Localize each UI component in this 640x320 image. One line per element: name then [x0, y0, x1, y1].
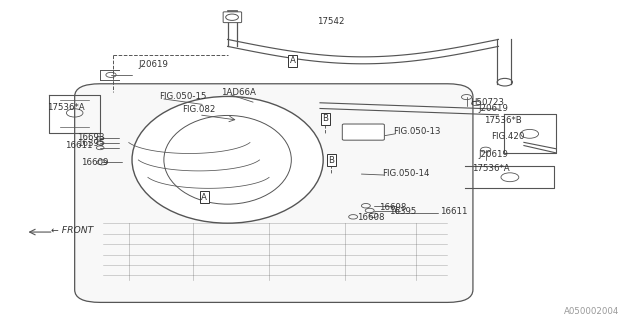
- Text: FIG.082: FIG.082: [182, 105, 215, 114]
- Text: J20619: J20619: [478, 104, 508, 113]
- Text: 17536*A: 17536*A: [472, 164, 509, 173]
- Text: 16611: 16611: [440, 207, 467, 216]
- Text: A: A: [290, 56, 296, 66]
- FancyBboxPatch shape: [342, 124, 385, 140]
- Text: J20619: J20619: [138, 60, 168, 68]
- Text: ← FRONT: ← FRONT: [51, 226, 93, 235]
- Text: 16608: 16608: [357, 213, 385, 222]
- Text: 16698: 16698: [379, 203, 406, 212]
- Text: 16698: 16698: [77, 133, 104, 142]
- Text: A: A: [201, 193, 207, 202]
- Text: 17542: 17542: [317, 17, 344, 26]
- Text: B: B: [322, 114, 328, 123]
- Text: J20619: J20619: [478, 150, 508, 159]
- Text: 17536*B: 17536*B: [484, 116, 522, 125]
- Text: 16395: 16395: [77, 139, 104, 148]
- Text: FIG.420: FIG.420: [491, 132, 524, 141]
- Text: H50723: H50723: [470, 98, 504, 107]
- Text: FIG.050-15: FIG.050-15: [159, 92, 207, 101]
- Text: 16611: 16611: [65, 141, 93, 150]
- Text: FIG.050-13: FIG.050-13: [394, 127, 441, 136]
- Text: 16395: 16395: [389, 207, 416, 216]
- FancyBboxPatch shape: [75, 84, 473, 302]
- Text: A050002004: A050002004: [564, 307, 620, 316]
- Text: B: B: [328, 156, 335, 165]
- FancyBboxPatch shape: [223, 12, 242, 23]
- Text: 17536*A: 17536*A: [47, 103, 85, 112]
- Text: FIG.050-14: FIG.050-14: [383, 169, 430, 178]
- Text: 1AD66A: 1AD66A: [221, 88, 256, 97]
- Ellipse shape: [132, 96, 323, 223]
- Text: 16609: 16609: [81, 158, 108, 167]
- Ellipse shape: [164, 116, 291, 204]
